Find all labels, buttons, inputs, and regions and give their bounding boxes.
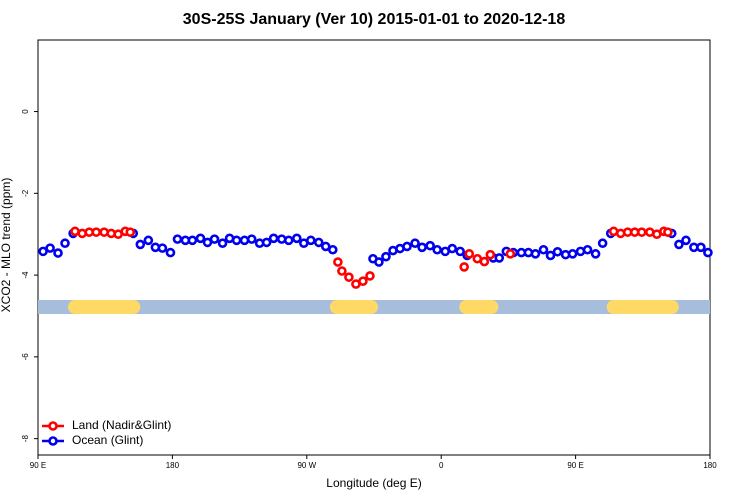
data-point xyxy=(590,249,601,259)
data-point xyxy=(455,246,465,257)
data-point xyxy=(231,235,242,246)
data-point xyxy=(165,247,176,258)
data-point xyxy=(681,235,691,246)
data-point xyxy=(374,257,384,267)
legend-label: Ocean (Glint) xyxy=(72,433,143,447)
y-tick-label: -6 xyxy=(21,353,30,361)
data-point xyxy=(505,249,516,259)
data-point xyxy=(417,242,427,253)
data-point xyxy=(485,249,496,260)
y-axis-label: XCO2 - MLO trend (ppm) xyxy=(0,178,13,313)
data-point xyxy=(320,241,331,252)
data-point xyxy=(410,238,420,249)
data-point xyxy=(143,235,154,246)
x-tick-label: 90 E xyxy=(567,461,583,470)
data-point xyxy=(333,257,343,267)
y-tick-label: 0 xyxy=(21,109,30,114)
data-point xyxy=(53,248,63,258)
data-point xyxy=(402,241,412,252)
x-tick-label: 0 xyxy=(439,461,444,470)
x-tick-label: 180 xyxy=(166,461,180,470)
data-point xyxy=(703,247,713,258)
data-point xyxy=(195,233,206,244)
data-point xyxy=(327,244,338,255)
data-point xyxy=(202,237,213,248)
plot-frame xyxy=(37,39,711,456)
data-point xyxy=(696,242,706,253)
data-point xyxy=(45,243,55,253)
x-axis-label: Longitude (deg E) xyxy=(326,476,421,490)
data-point xyxy=(239,235,250,246)
x-tick-label: 90 W xyxy=(297,461,316,470)
data-point xyxy=(432,244,442,255)
data-point xyxy=(464,249,475,259)
data-point xyxy=(582,244,593,255)
data-point xyxy=(545,250,556,261)
data-point xyxy=(283,235,294,246)
data-point xyxy=(157,243,168,253)
data-point xyxy=(344,272,354,282)
data-point xyxy=(674,239,684,250)
data-point xyxy=(447,243,458,254)
data-point xyxy=(663,227,673,237)
data-point xyxy=(538,244,549,255)
data-point xyxy=(246,234,257,244)
x-tick-label: 180 xyxy=(703,461,717,470)
data-point xyxy=(479,256,490,267)
data-point xyxy=(459,262,469,272)
data-point xyxy=(552,246,563,257)
data-point xyxy=(365,271,375,281)
y-tick-label: -2 xyxy=(21,189,30,197)
data-point xyxy=(530,249,541,259)
legend-label: Land (Nadir&Glint) xyxy=(72,418,171,432)
data-point xyxy=(381,251,391,262)
data-point xyxy=(135,239,146,250)
data-point xyxy=(91,227,102,237)
data-point xyxy=(291,233,302,244)
data-point xyxy=(261,237,272,248)
legend-marker xyxy=(48,421,58,431)
data-point xyxy=(172,234,183,244)
legend-marker xyxy=(48,436,58,446)
data-point xyxy=(494,253,505,263)
y-tick-label: -4 xyxy=(21,271,30,279)
y-tick-label: -8 xyxy=(21,435,30,443)
data-point xyxy=(268,233,279,244)
data-point xyxy=(425,240,435,251)
data-point xyxy=(567,249,578,259)
data-point xyxy=(60,238,70,249)
chart-title: 30S-25S January (Ver 10) 2015-01-01 to 2… xyxy=(183,11,566,28)
data-point xyxy=(217,238,228,249)
data-point xyxy=(38,246,48,257)
data-point xyxy=(125,227,136,237)
data-point xyxy=(597,238,608,249)
data-point xyxy=(636,227,647,237)
data-point xyxy=(313,237,324,248)
data-point xyxy=(306,235,316,246)
data-point xyxy=(187,235,198,246)
data-point xyxy=(209,234,220,244)
x-tick-label: 90 E xyxy=(30,461,46,470)
data-point xyxy=(337,266,347,276)
data-point xyxy=(358,276,368,287)
